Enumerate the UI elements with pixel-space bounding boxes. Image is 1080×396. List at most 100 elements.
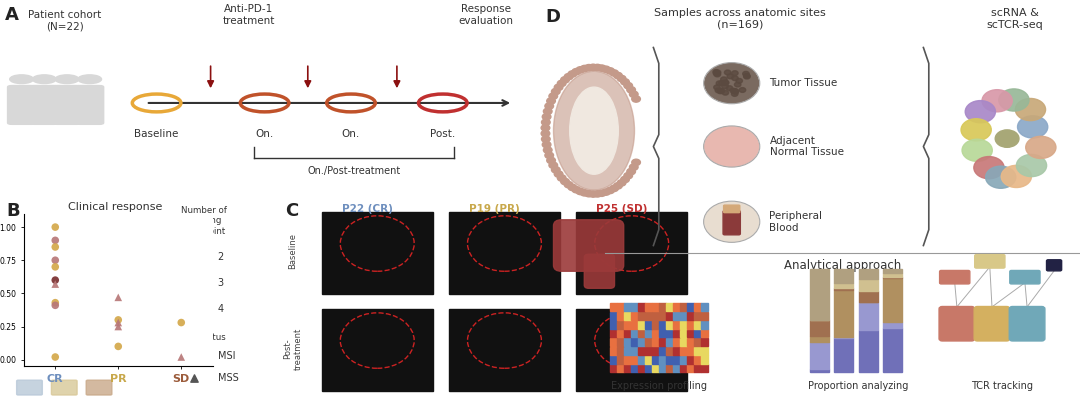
Point [110,294,127,301]
FancyBboxPatch shape [624,303,631,311]
Text: Expression profiling: Expression profiling [611,381,707,391]
Circle shape [713,70,719,74]
Point [46,281,64,287]
FancyBboxPatch shape [76,86,104,124]
FancyBboxPatch shape [610,320,617,329]
FancyBboxPatch shape [702,329,708,337]
Circle shape [734,82,741,87]
FancyBboxPatch shape [618,338,624,346]
Text: MSI: MSI [218,351,235,362]
Circle shape [610,70,619,76]
Circle shape [610,185,619,192]
Circle shape [632,96,640,102]
FancyBboxPatch shape [322,212,433,294]
Circle shape [1001,166,1031,188]
Text: Analytical approach: Analytical approach [784,259,901,272]
Point [46,224,64,230]
FancyBboxPatch shape [975,255,1005,268]
Circle shape [606,68,615,74]
Circle shape [1026,136,1056,158]
FancyBboxPatch shape [52,380,77,395]
FancyBboxPatch shape [674,355,680,364]
FancyBboxPatch shape [652,329,659,337]
FancyBboxPatch shape [810,269,829,320]
Text: P19 (PR): P19 (PR) [469,204,519,214]
FancyBboxPatch shape [834,283,853,288]
FancyBboxPatch shape [659,355,665,364]
Circle shape [714,71,720,76]
Point [110,320,127,326]
Circle shape [541,136,550,142]
Text: Anti-PD-1
treatment: Anti-PD-1 treatment [222,4,274,26]
Circle shape [572,69,581,75]
Circle shape [626,87,635,93]
Circle shape [731,91,738,96]
Circle shape [568,184,577,190]
FancyBboxPatch shape [624,346,631,355]
FancyBboxPatch shape [610,303,617,311]
Circle shape [721,84,728,89]
Circle shape [552,167,561,173]
Circle shape [541,130,550,137]
Point [46,264,64,270]
FancyBboxPatch shape [624,355,631,364]
Text: scRNA &
scTCR-seq: scRNA & scTCR-seq [987,8,1043,30]
Circle shape [554,171,563,177]
FancyBboxPatch shape [449,212,559,294]
Circle shape [543,147,552,153]
FancyBboxPatch shape [631,303,637,311]
FancyBboxPatch shape [974,307,1010,341]
Circle shape [624,173,633,179]
Text: V: V [954,318,960,329]
FancyBboxPatch shape [694,355,701,364]
Circle shape [593,64,602,70]
FancyBboxPatch shape [618,312,624,320]
Circle shape [723,80,729,85]
Text: Number of
Sampling
time point: Number of Sampling time point [181,206,227,236]
FancyBboxPatch shape [610,355,617,364]
FancyBboxPatch shape [674,329,680,337]
FancyBboxPatch shape [646,364,652,372]
FancyBboxPatch shape [834,290,853,337]
FancyBboxPatch shape [883,322,902,327]
FancyBboxPatch shape [652,355,659,364]
FancyBboxPatch shape [666,320,673,329]
FancyBboxPatch shape [688,303,693,311]
FancyBboxPatch shape [618,329,624,337]
FancyBboxPatch shape [859,269,877,279]
FancyBboxPatch shape [659,320,665,329]
FancyBboxPatch shape [631,364,637,372]
FancyBboxPatch shape [652,303,659,311]
Circle shape [705,202,759,242]
FancyBboxPatch shape [688,355,693,364]
FancyBboxPatch shape [322,309,433,391]
FancyBboxPatch shape [610,312,617,320]
Circle shape [561,77,569,83]
FancyBboxPatch shape [659,338,665,346]
FancyBboxPatch shape [624,329,631,337]
FancyBboxPatch shape [646,338,652,346]
Circle shape [32,75,56,84]
Point [46,257,64,263]
FancyBboxPatch shape [638,355,645,364]
Circle shape [564,74,572,80]
Text: MSS: MSS [218,373,239,383]
Point [173,354,190,360]
Circle shape [602,66,610,72]
FancyBboxPatch shape [680,312,687,320]
Circle shape [735,78,742,83]
FancyBboxPatch shape [859,330,877,372]
Circle shape [613,183,622,189]
Text: On.: On. [256,129,273,139]
FancyBboxPatch shape [1010,270,1040,284]
Circle shape [744,74,751,79]
FancyBboxPatch shape [631,329,637,337]
FancyBboxPatch shape [702,320,708,329]
Circle shape [723,80,729,85]
Circle shape [621,176,630,183]
Circle shape [557,175,566,181]
FancyBboxPatch shape [1047,260,1062,271]
FancyBboxPatch shape [859,279,877,291]
Circle shape [545,152,554,158]
FancyBboxPatch shape [702,355,708,364]
